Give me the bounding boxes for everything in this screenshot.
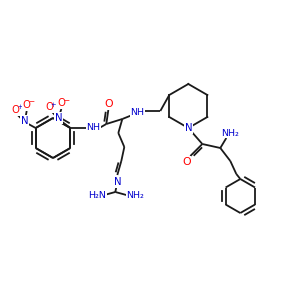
Text: −: − — [63, 98, 69, 104]
Text: O: O — [57, 98, 65, 108]
Text: N: N — [21, 116, 28, 126]
Text: O: O — [182, 157, 190, 167]
Text: NH: NH — [130, 108, 144, 117]
Text: O: O — [104, 99, 112, 109]
Text: NH₂: NH₂ — [126, 190, 144, 200]
Text: N: N — [55, 113, 62, 123]
Text: H₂N: H₂N — [88, 190, 106, 200]
Text: N: N — [184, 123, 192, 133]
Text: O: O — [45, 102, 53, 112]
Text: O: O — [23, 100, 31, 110]
Text: +: + — [51, 102, 56, 108]
Text: NH₂: NH₂ — [221, 128, 239, 137]
Text: O: O — [12, 105, 20, 115]
Text: −: − — [28, 99, 35, 105]
Text: N: N — [113, 177, 121, 187]
Text: NH: NH — [86, 124, 100, 133]
Text: +: + — [17, 104, 22, 110]
